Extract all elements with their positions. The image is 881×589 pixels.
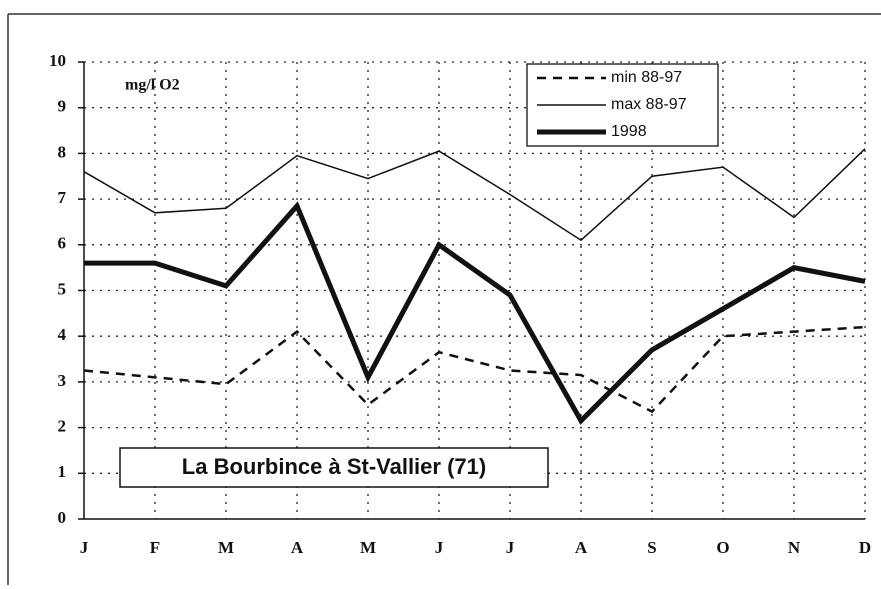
y-tick-label: 10	[49, 51, 66, 70]
x-tick-label: M	[218, 538, 234, 557]
x-tick-label: F	[150, 538, 160, 557]
y-tick-label: 3	[58, 371, 67, 390]
x-tick-label: M	[360, 538, 376, 557]
y-tick-label: 1	[58, 462, 67, 481]
x-tick-label: S	[647, 538, 656, 557]
legend-label: min 88-97	[611, 69, 682, 86]
x-tick-label: J	[80, 538, 89, 557]
series-line	[83, 325, 866, 414]
x-tick-label: O	[716, 538, 729, 557]
legend-label: 1998	[611, 123, 647, 140]
y-tick-label: 0	[58, 508, 67, 527]
chart-title: La Bourbince à St-Vallier (71)	[182, 454, 486, 479]
series-line	[84, 201, 866, 425]
x-tick-label: J	[435, 538, 444, 557]
legend-label: max 88-97	[611, 96, 687, 113]
y-tick-label: 2	[58, 417, 67, 436]
y-tick-label: 6	[58, 234, 67, 253]
x-tick-label: J	[506, 538, 515, 557]
y-tick-label: 4	[58, 325, 67, 344]
y-tick-label: 8	[58, 142, 67, 161]
x-tick-label: A	[575, 538, 588, 557]
unit-label: mg/l O2	[125, 77, 180, 94]
x-tick-label: N	[788, 538, 801, 557]
x-tick-label: A	[291, 538, 304, 557]
series-line	[83, 148, 866, 242]
y-tick-label: 5	[58, 279, 67, 298]
y-tick-label: 9	[58, 97, 67, 116]
title-box	[119, 447, 549, 488]
x-tick-label: D	[859, 538, 871, 557]
y-tick-label: 7	[58, 188, 67, 207]
